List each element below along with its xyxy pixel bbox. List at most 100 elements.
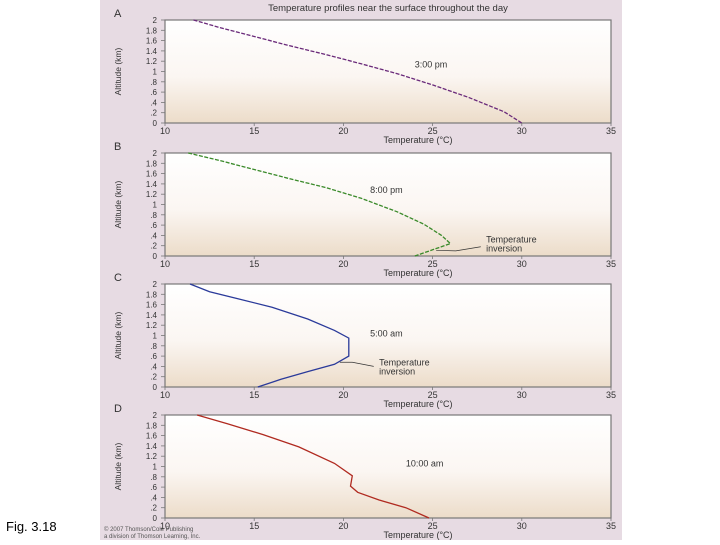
panel-letter: B bbox=[114, 141, 121, 153]
plot-area bbox=[164, 152, 612, 257]
y-tick-label: 1 bbox=[153, 332, 158, 341]
x-tick-label: 35 bbox=[606, 126, 616, 136]
x-tick-label: 30 bbox=[517, 390, 527, 400]
profile-line-8-00-pm bbox=[188, 152, 452, 257]
y-tick-label: 1 bbox=[153, 463, 158, 472]
x-tick-label: 15 bbox=[249, 390, 259, 400]
y-tick-label: .6 bbox=[150, 352, 157, 361]
y-tick-label: .4 bbox=[150, 98, 157, 107]
y-tick-label: 1.4 bbox=[146, 47, 158, 56]
x-axis-label: Temperature (°C) bbox=[383, 530, 452, 540]
y-tick-label: 1.6 bbox=[146, 301, 158, 310]
annotation-label: inversion bbox=[486, 244, 522, 254]
y-tick-label: .8 bbox=[150, 211, 157, 220]
y-tick-label: 1.4 bbox=[146, 180, 158, 189]
y-tick-label: 0 bbox=[153, 252, 158, 261]
y-axis-label: Altitude (km) bbox=[113, 47, 123, 95]
annotation-label: 3:00 pm bbox=[415, 59, 448, 69]
chart-panel-4: D 0.2 .4.6.81 1.21.41.6 1.82 10 15 20 25 30 35 Temp… bbox=[113, 403, 616, 540]
y-axis-label: Altitude (km) bbox=[113, 180, 123, 228]
y-tick-label: 1.6 bbox=[146, 170, 158, 179]
y-axis-label: Altitude (km) bbox=[113, 311, 123, 359]
annotation-leader-line bbox=[339, 361, 374, 367]
x-tick-label: 25 bbox=[428, 259, 438, 269]
y-tick-label: .2 bbox=[150, 373, 157, 382]
x-axis-label: Temperature (°C) bbox=[383, 268, 452, 278]
y-tick-label: 1.8 bbox=[146, 159, 158, 168]
y-tick-label: 1.4 bbox=[146, 442, 158, 451]
y-axis-label: Altitude (km) bbox=[113, 442, 123, 490]
y-tick-label: 1.4 bbox=[146, 311, 158, 320]
x-tick-label: 10 bbox=[160, 126, 170, 136]
y-tick-label: 1.2 bbox=[146, 452, 158, 461]
y-tick-label: 1.8 bbox=[146, 421, 158, 430]
y-tick-label: 1.8 bbox=[146, 290, 158, 299]
y-tick-label: .4 bbox=[150, 493, 157, 502]
x-tick-label: 20 bbox=[338, 259, 348, 269]
y-tick-label: .8 bbox=[150, 342, 157, 351]
y-tick-label: .4 bbox=[150, 362, 157, 371]
figure-caption: Fig. 3.18 bbox=[6, 519, 57, 534]
y-tick-label: .6 bbox=[150, 483, 157, 492]
y-tick-label: 1.2 bbox=[146, 190, 158, 199]
x-tick-label: 25 bbox=[428, 390, 438, 400]
x-tick-label: 35 bbox=[606, 390, 616, 400]
x-tick-label: 30 bbox=[517, 126, 527, 136]
publisher-credit: © 2007 Thomson/Cole Publishing a divisio… bbox=[104, 527, 200, 540]
temperature-profiles-figure: A Temperature profiles near the surface t… bbox=[113, 3, 616, 540]
y-tick-label: 1 bbox=[153, 201, 158, 210]
y-tick-label: 0 bbox=[153, 383, 158, 392]
y-tick-label: .2 bbox=[150, 242, 157, 251]
x-tick-label: 10 bbox=[160, 390, 170, 400]
x-tick-label: 15 bbox=[249, 126, 259, 136]
profile-line-3-00-pm bbox=[193, 19, 523, 124]
y-tick-label: .6 bbox=[150, 88, 157, 97]
y-tick-label: 1.2 bbox=[146, 57, 158, 66]
profile-line-10-00-am bbox=[196, 414, 430, 519]
credit-line-1: © 2007 Thomson/Cole Publishing bbox=[104, 527, 194, 533]
x-tick-label: 15 bbox=[249, 259, 259, 269]
x-tick-label: 20 bbox=[338, 521, 348, 531]
y-tick-label: 0 bbox=[153, 514, 158, 523]
annotation-label: Temperature bbox=[486, 235, 537, 245]
x-tick-label: 35 bbox=[606, 259, 616, 269]
annotation-leader-line bbox=[436, 246, 481, 252]
plot-area bbox=[164, 414, 612, 519]
x-axis-label: Temperature (°C) bbox=[383, 399, 452, 409]
y-tick-label: .8 bbox=[150, 473, 157, 482]
x-tick-label: 15 bbox=[249, 521, 259, 531]
x-tick-label: 10 bbox=[160, 259, 170, 269]
y-tick-label: .6 bbox=[150, 221, 157, 230]
annotation-label: 10:00 am bbox=[406, 459, 444, 469]
annotation-label: 8:00 pm bbox=[370, 185, 403, 195]
y-tick-label: .8 bbox=[150, 78, 157, 87]
x-tick-label: 35 bbox=[606, 521, 616, 531]
y-tick-label: 2 bbox=[153, 280, 158, 289]
x-tick-label: 30 bbox=[517, 521, 527, 531]
panel-letter: D bbox=[114, 403, 122, 415]
y-tick-label: 1.6 bbox=[146, 37, 158, 46]
x-axis-label: Temperature (°C) bbox=[383, 135, 452, 145]
y-tick-label: .2 bbox=[150, 109, 157, 118]
figure-panel: A Temperature profiles near the surface t… bbox=[100, 0, 622, 540]
y-tick-label: 0 bbox=[153, 119, 158, 128]
panel-letter: C bbox=[114, 272, 122, 284]
y-tick-label: 1.6 bbox=[146, 432, 158, 441]
y-tick-label: .2 bbox=[150, 504, 157, 513]
y-tick-label: 2 bbox=[153, 149, 158, 158]
annotation-label: Temperature bbox=[379, 357, 430, 367]
y-tick-label: 1 bbox=[153, 68, 158, 77]
credit-line-2: a division of Thomson Learning, Inc. bbox=[104, 533, 201, 540]
chart-panel-3: C 0.2 .4.6.81 1.21.41.6 1.82 10 15 20 25 30 35 Temp… bbox=[113, 272, 616, 409]
x-tick-label: 20 bbox=[338, 390, 348, 400]
y-tick-label: 1.8 bbox=[146, 26, 158, 35]
chart-panel-1: A Temperature profiles near the surface t… bbox=[113, 3, 616, 145]
x-tick-label: 25 bbox=[428, 521, 438, 531]
y-tick-label: 2 bbox=[153, 411, 158, 420]
chart-title: Temperature profiles near the surface th… bbox=[268, 3, 508, 14]
annotation-label: inversion bbox=[379, 366, 415, 376]
x-tick-label: 20 bbox=[338, 126, 348, 136]
y-tick-label: 1.2 bbox=[146, 321, 158, 330]
annotation-label: 5:00 am bbox=[370, 329, 403, 339]
profile-line-5-00-am bbox=[189, 283, 350, 388]
